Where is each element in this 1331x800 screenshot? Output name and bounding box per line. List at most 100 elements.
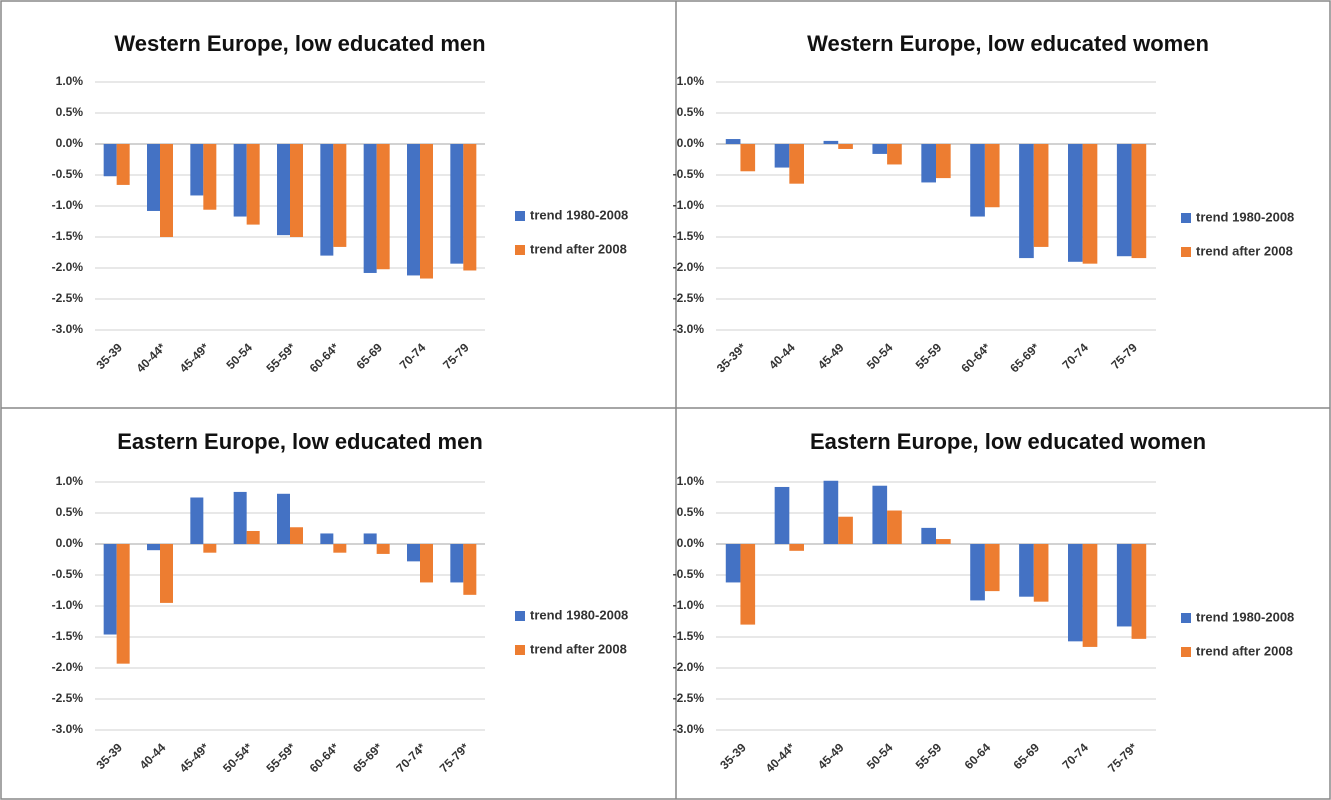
bar (887, 144, 902, 165)
legend-swatch (515, 211, 525, 221)
bar (203, 144, 217, 210)
legend-swatch (1181, 213, 1191, 223)
chart-title: Western Europe, low educated women (807, 31, 1209, 56)
chart-panel: Western Europe, low educated men 1.0% 0.5%… (52, 31, 629, 376)
bar (725, 139, 741, 144)
bar (290, 527, 303, 544)
bar (1131, 544, 1147, 639)
chart-panel: Eastern Europe, low educated men 1.0% 0.5%… (52, 429, 629, 776)
bar (450, 144, 464, 264)
y-tick-label: -3.0% (673, 322, 705, 336)
x-tick-label: 60-64* (307, 740, 342, 775)
bar (838, 144, 853, 149)
x-tick-label: 65-69* (1007, 340, 1042, 375)
bar (970, 144, 985, 217)
bar (823, 140, 839, 144)
x-tick-label: 40-44* (133, 340, 168, 375)
bar (203, 544, 217, 553)
x-tick-label: 60-64* (958, 340, 993, 375)
y-tick-label: 1.0% (677, 474, 705, 488)
y-tick-label: 1.0% (677, 74, 705, 88)
y-tick-label: -0.5% (52, 567, 84, 581)
bar (246, 530, 260, 544)
legend-swatch (1181, 647, 1191, 657)
bar (160, 144, 173, 237)
y-tick-label: -3.0% (673, 722, 705, 736)
bar (789, 144, 804, 184)
chart-panel: Eastern Europe, low educated women 1.0% 0.… (673, 429, 1295, 776)
y-tick-label: 0.0% (56, 536, 84, 550)
y-tick-label: -0.5% (673, 567, 705, 581)
x-tick-label: 35-39* (714, 340, 749, 375)
y-tick-label: 0.5% (56, 505, 84, 519)
bar (936, 539, 951, 544)
y-tick-label: 0.0% (677, 536, 705, 550)
y-tick-label: -1.5% (52, 629, 84, 643)
bar (147, 144, 160, 211)
x-tick-label: 70-74 (1059, 340, 1091, 372)
y-tick-label: -1.0% (673, 198, 705, 212)
x-tick-label: 70-74 (1059, 740, 1091, 772)
bar (838, 516, 853, 544)
bar (774, 486, 790, 544)
bar (970, 544, 985, 601)
x-tick-label: 65-69* (350, 740, 385, 775)
legend-label: trend after 2008 (1196, 243, 1293, 258)
bar (290, 144, 303, 237)
bar (363, 144, 377, 273)
x-tick-label: 50-54* (220, 740, 255, 775)
y-tick-label: -3.0% (52, 722, 84, 736)
x-tick-label: 45-49* (177, 340, 212, 375)
x-tick-label: 55-59* (263, 340, 298, 375)
bar (407, 144, 420, 276)
y-tick-label: -1.5% (673, 629, 705, 643)
legend-label: trend 1980-2008 (1196, 609, 1294, 624)
bar (1068, 544, 1083, 642)
legend-label: trend 1980-2008 (530, 607, 628, 622)
bar (376, 544, 390, 554)
y-tick-label: 0.5% (677, 105, 705, 119)
bar (984, 144, 1000, 208)
y-tick-label: 0.0% (677, 136, 705, 150)
x-tick-label: 70-74* (393, 740, 428, 775)
bar (1068, 144, 1083, 262)
legend-label: trend 1980-2008 (1196, 209, 1294, 224)
bar (740, 544, 756, 625)
bar (363, 533, 377, 544)
bar (1082, 144, 1098, 264)
bar (1116, 544, 1132, 627)
bar (103, 144, 117, 177)
y-tick-label: -2.0% (52, 660, 84, 674)
y-tick-label: -2.0% (673, 660, 705, 674)
y-tick-label: 0.5% (677, 505, 705, 519)
legend-label: trend after 2008 (530, 641, 627, 656)
y-tick-label: -2.5% (673, 691, 705, 705)
y-tick-label: -2.5% (52, 691, 84, 705)
x-tick-label: 40-44 (137, 740, 169, 772)
bar (450, 544, 464, 583)
y-tick-label: -1.5% (673, 229, 705, 243)
y-tick-label: -0.5% (673, 167, 705, 181)
bar (1116, 144, 1132, 257)
bar (277, 493, 290, 544)
x-tick-label: 75-79* (1105, 740, 1140, 775)
legend-swatch (1181, 613, 1191, 623)
x-tick-label: 75-79 (1108, 340, 1140, 372)
bar (190, 144, 204, 196)
bar (774, 144, 790, 168)
bar (1033, 144, 1049, 247)
y-tick-label: -1.0% (52, 198, 84, 212)
bar (823, 480, 839, 544)
x-tick-label: 50-54 (864, 340, 896, 372)
chart-panel: Western Europe, low educated women 1.0% 0.… (673, 31, 1295, 376)
bar (376, 144, 390, 270)
y-tick-label: 1.0% (56, 474, 84, 488)
x-tick-label: 70-74 (397, 340, 429, 372)
x-tick-label: 65-69 (353, 340, 385, 372)
x-tick-label: 50-54 (223, 340, 255, 372)
bar (921, 144, 936, 183)
y-tick-label: -2.0% (52, 260, 84, 274)
x-tick-label: 60-64* (307, 340, 342, 375)
